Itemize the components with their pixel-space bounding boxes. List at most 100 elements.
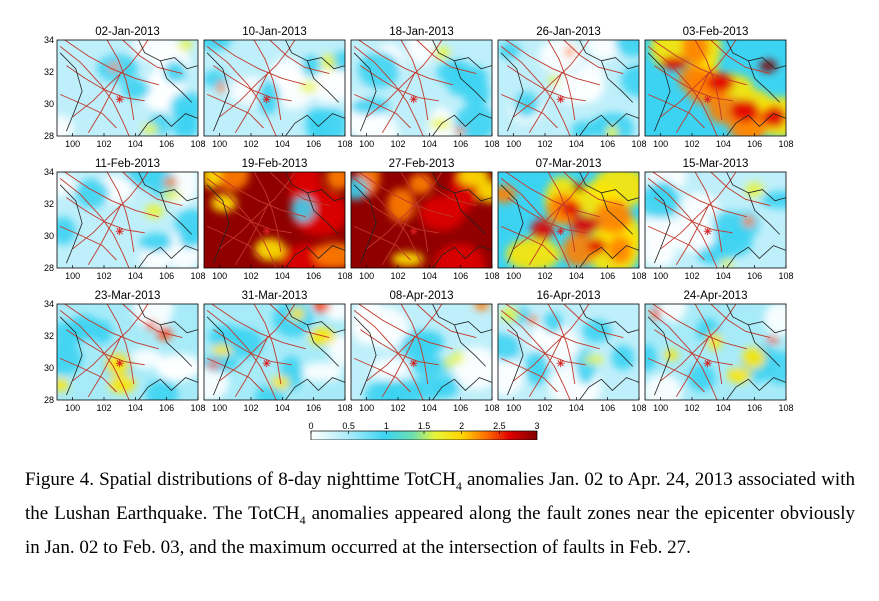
fault-line [206, 93, 264, 129]
anomaly-blob [145, 379, 179, 400]
map-panel: 31-Mar-2013 100 102 104 106 108 [203, 290, 353, 413]
epicenter-star [262, 359, 271, 368]
anomaly-blob [326, 172, 345, 190]
anomaly-blob [720, 258, 734, 268]
anomaly-blob [594, 200, 632, 234]
x-tick-label: 102 [96, 139, 111, 149]
anomaly-blob [498, 185, 516, 203]
anomaly-blob [660, 304, 687, 323]
map-panel: 27-Feb-2013 100 102 104 106 108 [350, 158, 500, 281]
x-tick-label: 102 [390, 139, 405, 149]
panel-title: 23-Mar-2013 [95, 290, 161, 302]
anomaly-blob [358, 51, 400, 89]
anomaly-blob [313, 242, 345, 268]
fault-line [500, 225, 558, 261]
x-tick-label: 108 [631, 139, 646, 149]
x-tick-label: 106 [306, 403, 321, 413]
fault-line [206, 357, 264, 393]
epicenter-star [556, 95, 565, 104]
anomaly-blob [299, 81, 318, 93]
x-tick-label: 100 [506, 271, 521, 281]
anomaly-blob [543, 312, 563, 334]
x-tick-label: 102 [684, 403, 699, 413]
fault-line [358, 172, 453, 218]
province-boundary [307, 60, 339, 103]
anomaly-blob [498, 41, 521, 59]
colorbar-tick-label: 1.5 [418, 421, 431, 431]
anomaly-blob [156, 326, 172, 341]
province-boundary [647, 316, 671, 396]
panel-frame [203, 171, 346, 269]
anomaly-blob [660, 56, 688, 70]
x-tick-label: 108 [484, 403, 499, 413]
anomaly-blob [324, 304, 345, 322]
anomaly-blob [370, 358, 410, 380]
panel-frame [644, 303, 787, 401]
panel-frame [56, 171, 199, 269]
x-tick-label: 100 [359, 139, 374, 149]
anomaly-blob [204, 172, 222, 189]
anomaly-blob [687, 364, 716, 392]
anomaly-blob [565, 46, 575, 57]
fault-line [211, 172, 306, 218]
fault-line [500, 46, 571, 136]
x-tick-label: 100 [653, 139, 668, 149]
anomaly-blob [501, 306, 520, 322]
fault-line [652, 40, 747, 86]
x-tick-label: 106 [159, 139, 174, 149]
anomaly-blob [163, 177, 178, 187]
province-boundary [138, 40, 198, 70]
panel-title: 19-Feb-2013 [242, 158, 308, 170]
province-boundary [726, 113, 786, 136]
anomaly-blob [620, 64, 639, 97]
fault-line [654, 329, 733, 366]
x-tick-label: 104 [569, 403, 584, 413]
x-tick-label: 106 [453, 403, 468, 413]
epicenter-star [409, 227, 418, 236]
fault-line [59, 178, 130, 268]
anomaly-blob [587, 238, 607, 254]
province-boundary [353, 52, 377, 132]
epicenter-star [115, 359, 124, 368]
fault-line [59, 46, 130, 136]
province-boundary [206, 316, 230, 396]
anomaly-blob [434, 243, 486, 268]
anomaly-blob [476, 180, 492, 203]
anomaly-blob [210, 193, 237, 213]
fault-line [106, 172, 135, 253]
panel-title: 11-Feb-2013 [95, 158, 160, 170]
x-tick-label: 102 [537, 403, 552, 413]
figure-caption: Figure 4. Spatial distributions of 8-day… [25, 466, 855, 562]
colorbar: 0 0.5 1 1.5 2 2.5 3 [308, 421, 540, 440]
fault-line [528, 335, 563, 398]
panel-frame [350, 39, 493, 137]
x-tick-label: 106 [306, 139, 321, 149]
province-boundary [726, 172, 786, 202]
x-tick-label: 108 [337, 139, 352, 149]
x-tick-label: 104 [275, 403, 290, 413]
anomaly-blob [57, 216, 76, 245]
anomaly-blob [290, 196, 315, 223]
x-tick-label: 104 [422, 271, 437, 281]
fault-line [87, 71, 122, 134]
fault-line [505, 304, 600, 350]
anomaly-blob [207, 360, 220, 370]
anomaly-blob [741, 347, 766, 369]
province-boundary [206, 184, 230, 264]
province-boundary [285, 304, 345, 334]
x-tick-label: 108 [337, 403, 352, 413]
colorbar-tick-label: 2.5 [493, 421, 506, 431]
province-boundary [206, 52, 230, 132]
anomaly-blob [308, 327, 336, 346]
fault-line [122, 40, 183, 75]
x-tick-label: 102 [684, 271, 699, 281]
fault-line [234, 335, 269, 398]
anomaly-blob [204, 40, 232, 51]
province-boundary [601, 324, 633, 367]
anomaly-blob [57, 377, 69, 392]
epicenter-star [556, 359, 565, 368]
fault-line [654, 65, 733, 102]
x-tick-label: 102 [390, 271, 405, 281]
fault-line [253, 304, 282, 385]
anomaly-blob [583, 355, 605, 365]
